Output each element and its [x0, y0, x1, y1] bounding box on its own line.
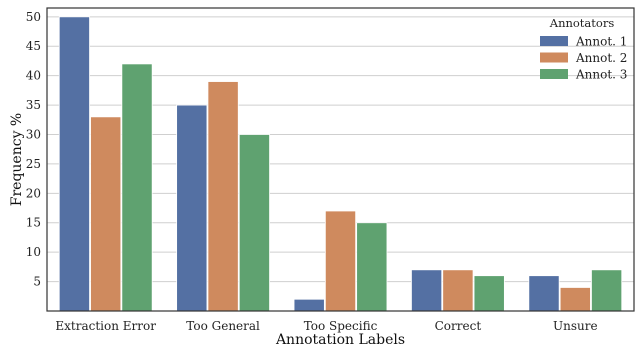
x-tick-label: Too Specific: [304, 319, 378, 333]
bar: [591, 269, 623, 312]
x-tick-label: Unsure: [553, 319, 598, 333]
legend-swatch: [540, 69, 568, 79]
x-axis-title: Annotation Labels: [275, 332, 405, 346]
y-tick-label: 20: [26, 186, 41, 200]
bar: [238, 134, 270, 312]
bar: [207, 81, 239, 312]
y-tick-label: 30: [26, 127, 41, 141]
bar: [442, 269, 474, 312]
y-tick-label: 10: [26, 245, 41, 259]
x-tick-label: Extraction Error: [55, 319, 156, 333]
legend: Annotators Annot. 1 Annot. 2 Annot. 3: [540, 16, 627, 82]
y-axis-title: Frequency %: [9, 113, 25, 206]
y-tick-label: 25: [26, 157, 41, 171]
x-tick-label: Too General: [186, 319, 260, 333]
bar: [58, 16, 90, 312]
y-tick-label: 40: [26, 69, 41, 83]
bar: [356, 222, 388, 312]
bar: [121, 63, 153, 312]
legend-swatch: [540, 52, 568, 63]
y-tick-label: 50: [26, 10, 41, 24]
y-tick-label: 45: [26, 39, 41, 53]
bar: [324, 210, 357, 312]
bar: [293, 298, 325, 312]
bar: [176, 104, 208, 312]
legend-label: Annot. 2: [575, 51, 627, 65]
bar: [559, 287, 591, 312]
y-tick-label: 35: [26, 98, 41, 112]
x-tick-label: Correct: [435, 319, 482, 333]
y-tick-labels: 5 10 15 20 25 30 35 40 45 50: [26, 10, 41, 289]
bar: [90, 116, 122, 312]
y-tick-label: 5: [33, 275, 41, 289]
plot-frame: [46, 7, 635, 312]
legend-label: Annot. 3: [575, 68, 627, 82]
bar: [411, 269, 443, 312]
x-tick-labels: Extraction Error Too General Too Specific C…: [55, 319, 597, 333]
bar: [528, 275, 560, 312]
legend-title: Annotators: [549, 16, 615, 30]
legend-swatch: [540, 36, 568, 46]
legend-label: Annot. 1: [575, 35, 627, 49]
bar: [473, 275, 505, 312]
y-tick-label: 15: [26, 216, 41, 230]
